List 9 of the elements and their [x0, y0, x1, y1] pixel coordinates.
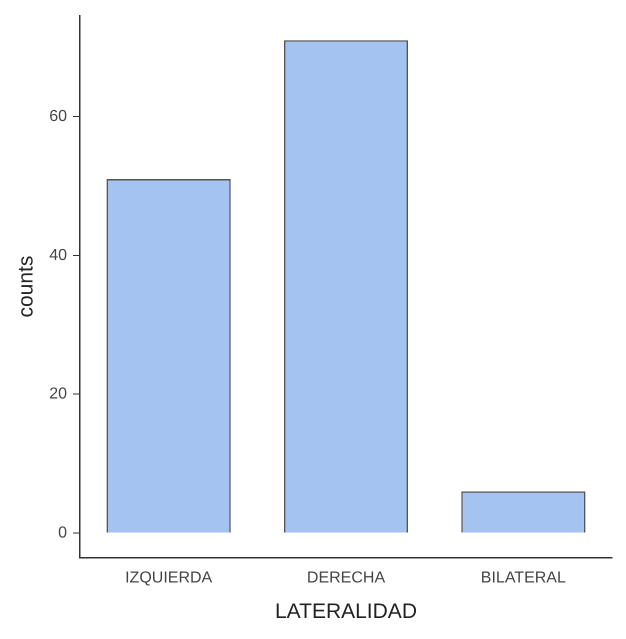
x-tick-label: IZQUIERDA — [125, 570, 213, 587]
y-axis-title: counts — [14, 256, 38, 318]
y-tick-label: 60 — [49, 108, 68, 125]
x-tick-label: BILATERAL — [480, 570, 566, 587]
x-tick-label: DERECHA — [306, 570, 386, 587]
y-tick-label: 40 — [49, 246, 68, 264]
y-tick-label: 20 — [49, 386, 68, 403]
y-tick-label: 0 — [58, 524, 68, 542]
x-axis-title: LATERALIDAD — [275, 600, 417, 624]
